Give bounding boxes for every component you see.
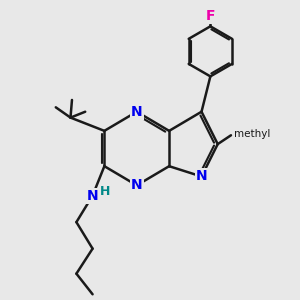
Text: H: H xyxy=(100,185,110,198)
Text: N: N xyxy=(131,105,142,119)
Text: N: N xyxy=(196,169,207,184)
Text: methyl: methyl xyxy=(234,129,270,139)
Text: N: N xyxy=(87,189,98,202)
Text: F: F xyxy=(206,9,215,23)
Text: N: N xyxy=(131,178,142,192)
